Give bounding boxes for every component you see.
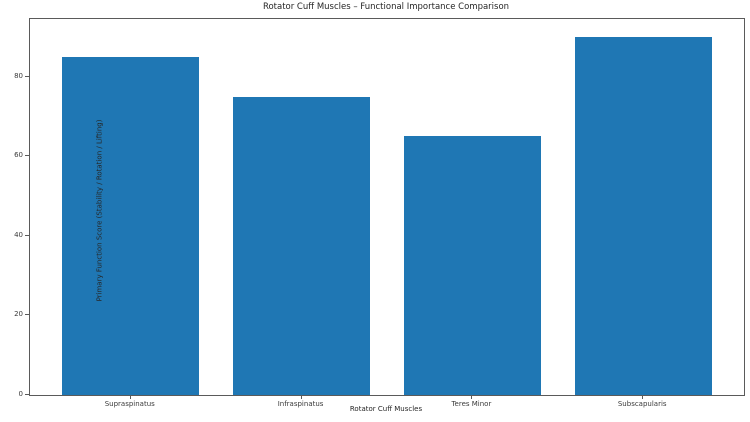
bar-infraspinatus bbox=[233, 96, 370, 395]
chart-title: Rotator Cuff Muscles – Functional Import… bbox=[262, 2, 510, 12]
y-tick-mark bbox=[25, 75, 29, 77]
bar-subscapularis bbox=[574, 36, 712, 395]
y-tick-label: 40 bbox=[14, 230, 23, 239]
y-tick-mark bbox=[25, 155, 29, 157]
bar-supraspinatus bbox=[62, 56, 200, 395]
y-tick-label: 80 bbox=[14, 71, 23, 80]
y-tick-label: 60 bbox=[14, 151, 23, 160]
x-tick-mark bbox=[129, 395, 131, 399]
x-tick-mark bbox=[471, 395, 473, 399]
y-tick-label: 0 bbox=[18, 390, 23, 398]
x-axis-label: Rotator Cuff Muscles bbox=[349, 405, 423, 413]
x-tick-label: Infraspinatus bbox=[277, 400, 324, 408]
x-tick-label: Supraspinatus bbox=[104, 400, 155, 408]
x-tick-label: Subscapularis bbox=[617, 400, 667, 408]
y-axis-label-text: Primary Function Score (Stability / Rota… bbox=[95, 119, 104, 302]
y-tick-mark bbox=[25, 234, 29, 236]
axes bbox=[29, 18, 745, 396]
x-tick-mark bbox=[300, 395, 302, 399]
bar-teres-minor bbox=[404, 136, 541, 395]
y-tick-mark bbox=[25, 314, 29, 316]
x-tick-mark bbox=[642, 395, 644, 399]
x-tick-label: Teres Minor bbox=[451, 400, 492, 408]
y-tick-mark bbox=[25, 394, 29, 395]
y-tick-label: 20 bbox=[14, 310, 23, 319]
